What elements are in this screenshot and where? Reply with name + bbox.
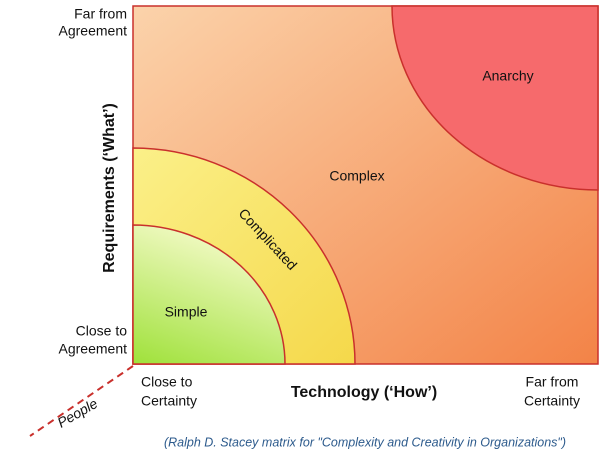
y-axis-title: Requirements (‘What’) bbox=[101, 103, 118, 273]
caption: (Ralph D. Stacey matrix for "Complexity … bbox=[164, 435, 566, 449]
x-left-label: Close to bbox=[141, 374, 193, 390]
x-right-label: Far from bbox=[526, 374, 579, 390]
simple-label: Simple bbox=[165, 304, 208, 320]
anarchy-area bbox=[391, 5, 599, 191]
z-axis-title: People bbox=[54, 395, 100, 431]
anarchy-label: Anarchy bbox=[482, 68, 533, 84]
y-bottom-label: Close to bbox=[76, 323, 128, 339]
simple-area bbox=[132, 224, 286, 365]
x-axis-title: Technology (‘How’) bbox=[291, 384, 437, 401]
y-top-label: Agreement bbox=[59, 23, 128, 39]
y-bottom-label: Agreement bbox=[59, 341, 128, 357]
complex-label: Complex bbox=[329, 168, 384, 184]
y-top-label: Far from bbox=[74, 6, 127, 22]
people-axis bbox=[29, 365, 134, 437]
x-right-label: Certainty bbox=[524, 393, 580, 409]
x-left-label: Certainty bbox=[141, 393, 197, 409]
